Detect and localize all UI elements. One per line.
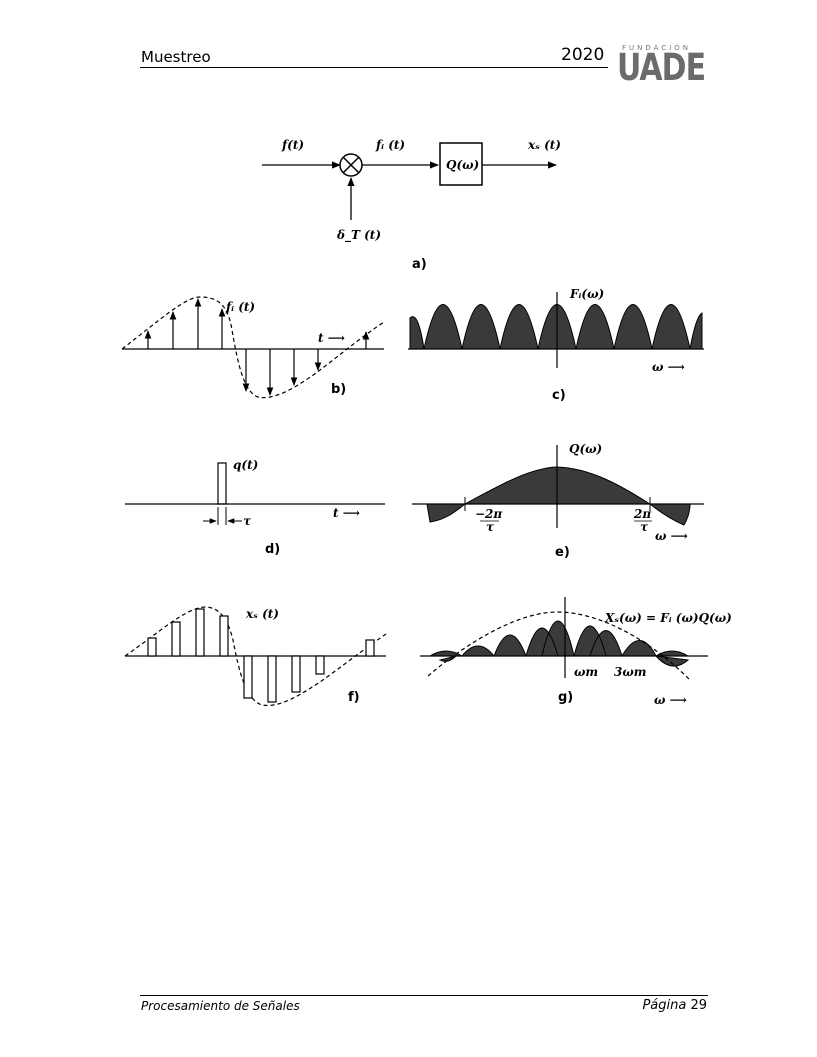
- label-Fi-omega: Fᵢ(ω): [569, 287, 604, 301]
- footer-page-number: 29: [690, 998, 707, 1013]
- footer-rule: [140, 995, 708, 996]
- axis-omega-g: ω ⟶: [654, 693, 687, 707]
- tick-3omega-m: 3ωm: [614, 665, 646, 679]
- plot-b: fᵢ (t) t ⟶ b): [121, 296, 385, 399]
- tick-neg-2pi: −2π: [475, 507, 502, 521]
- label-q-omega: Q(ω): [446, 158, 479, 172]
- tick-pos-tau: τ: [640, 520, 649, 534]
- footer-course: Procesamiento de Señales: [141, 999, 300, 1013]
- tick-neg-tau: τ: [486, 520, 495, 534]
- label-Xs-omega: Xₛ(ω) = Fᵢ (ω)Q(ω): [604, 611, 732, 625]
- axis-omega-c: ω ⟶: [652, 360, 685, 374]
- plot-g: Xₛ(ω) = Fᵢ (ω)Q(ω) ωm 3ωm ω ⟶ g): [420, 597, 732, 707]
- header-rule: [140, 67, 608, 68]
- label-tau: τ: [243, 514, 252, 528]
- tick-omega-m: ωm: [574, 665, 598, 679]
- caption-a: a): [412, 257, 427, 272]
- caption-g: g): [558, 690, 573, 705]
- logo-subtitle: FUNDACIÓN: [622, 44, 692, 52]
- footer-page-word: Página: [642, 998, 687, 1013]
- header-year: 2020: [561, 45, 605, 65]
- plot-e: Q(ω) −2π τ 2π τ ω ⟶ e): [412, 442, 704, 560]
- label-xs-t: xₛ (t): [527, 138, 561, 152]
- label-delta-t: δ_T (t): [336, 228, 381, 243]
- caption-f: f): [348, 690, 360, 705]
- footer-page: Página 29: [642, 998, 707, 1013]
- label-q-t: q(t): [233, 458, 258, 472]
- label-fi-t-b: fᵢ (t): [225, 300, 255, 314]
- plot-f: xₛ (t) f): [124, 606, 387, 707]
- tick-pos-2pi: 2π: [633, 507, 651, 521]
- filter-block: [439, 142, 483, 186]
- axis-omega-e: ω ⟶: [655, 529, 688, 543]
- axis-t-d: t ⟶: [333, 506, 360, 520]
- block-diagram-a: f(t) fᵢ (t) Q(ω) xₛ (t) δ_T (t) a): [262, 138, 561, 272]
- caption-d: d): [265, 542, 280, 557]
- caption-c: c): [552, 388, 566, 403]
- caption-e: e): [555, 545, 570, 560]
- label-xs-t-f: xₛ (t): [245, 607, 279, 621]
- label-Q-omega-e: Q(ω): [569, 442, 602, 456]
- plot-d: q(t) τ t ⟶ d): [125, 458, 385, 557]
- caption-b: b): [331, 382, 346, 397]
- uade-logo: UADE: [617, 46, 706, 89]
- header-title: Muestreo: [141, 48, 211, 66]
- label-f-t: f(t): [281, 138, 304, 152]
- plot-c: Fᵢ(ω) ω ⟶ c): [408, 287, 704, 403]
- label-fi-t: fᵢ (t): [375, 138, 405, 152]
- axis-t-b: t ⟶: [318, 331, 345, 345]
